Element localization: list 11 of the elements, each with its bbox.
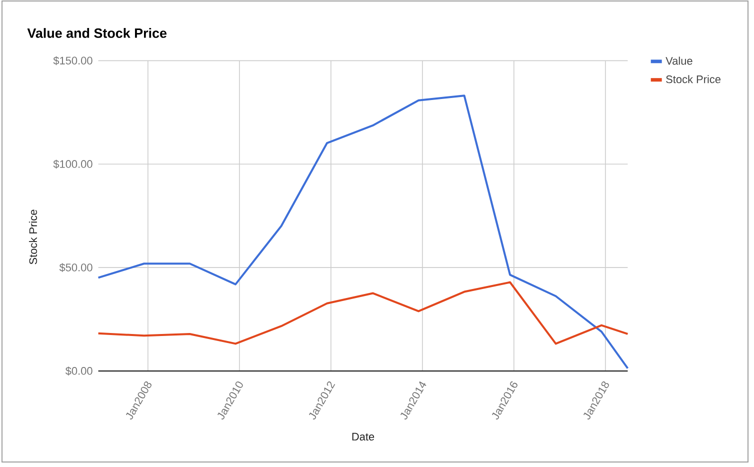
line-series xyxy=(97,94,629,370)
y-tick-label: $150.00 xyxy=(53,56,92,66)
legend-label: Stock Price xyxy=(666,75,721,84)
x-axis-title: Date xyxy=(352,432,374,441)
y-tick-label: $100.00 xyxy=(53,160,92,169)
y-axis-title: Stock Price xyxy=(28,210,38,264)
chart-title: Value and Stock Price xyxy=(27,28,167,38)
legend-label: Value xyxy=(666,56,692,65)
y-tick-label: $50.00 xyxy=(59,263,92,272)
line-series xyxy=(97,281,629,345)
y-tick-label: $0.00 xyxy=(65,366,92,376)
